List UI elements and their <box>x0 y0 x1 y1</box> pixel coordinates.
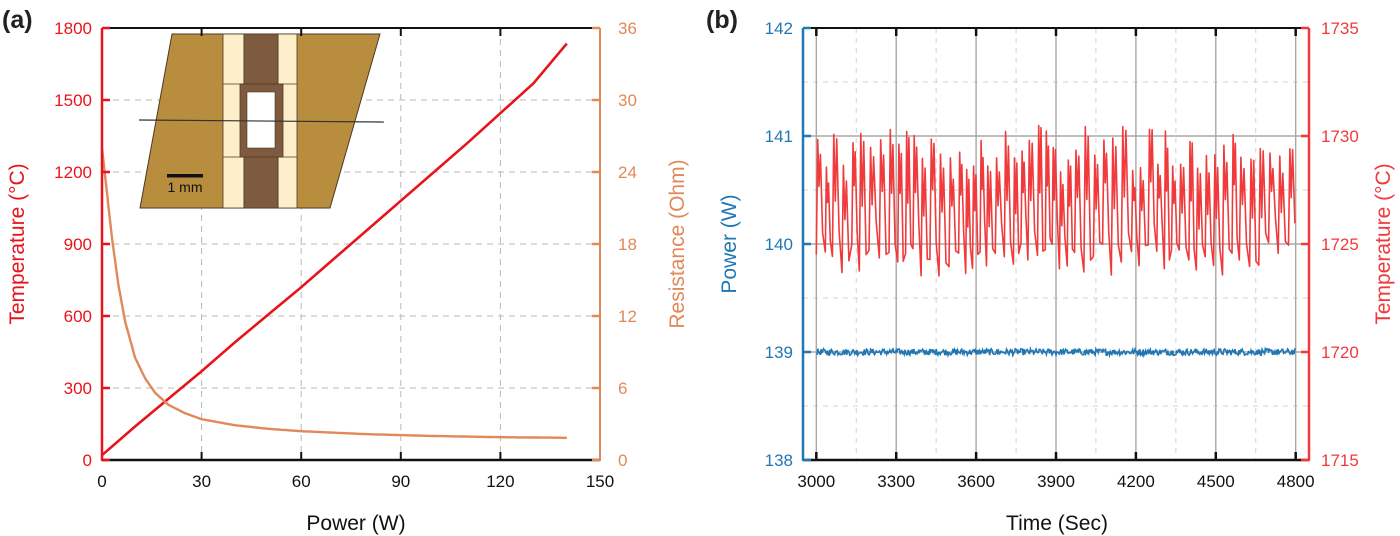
y-left-tick-label: 142 <box>765 19 793 38</box>
x-tick-label: 90 <box>391 472 410 491</box>
x-tick-label: 150 <box>586 472 614 491</box>
panel-a-label: (a) <box>2 6 33 34</box>
x-tick-label: 120 <box>486 472 514 491</box>
x-tick-label: 3300 <box>877 472 915 491</box>
y-left-tick-label: 600 <box>64 307 92 326</box>
scale-bar-label: 1 mm <box>168 179 203 195</box>
panel-a-x-axis-title: Power (W) <box>306 512 405 535</box>
x-tick-label: 3000 <box>797 472 835 491</box>
panel-b-label: (b) <box>706 6 738 34</box>
panel-b-axes: 3000 3300 3600 3900 4200 4500 4800 138 139 140 141… <box>765 19 1359 491</box>
y-right-tick-label: 1725 <box>1321 235 1359 254</box>
y-right-tick-label: 24 <box>618 163 637 182</box>
y-left-tick-label: 1500 <box>54 91 92 110</box>
y-left-tick-label: 1800 <box>54 19 92 38</box>
x-tick-label: 4200 <box>1117 472 1155 491</box>
y-right-tick-label: 18 <box>618 235 637 254</box>
x-tick-label: 60 <box>292 472 311 491</box>
panel-a-series <box>100 42 568 457</box>
y-left-tick-label: 300 <box>64 379 92 398</box>
x-tick-label: 4800 <box>1277 472 1315 491</box>
panel-a-axes: 0 30 60 90 120 150030060090012001500180006121… <box>54 19 637 491</box>
panel-b-x-axis-title: Time (Sec) <box>1006 512 1108 535</box>
y-left-tick-label: 138 <box>765 451 793 470</box>
y-left-tick-label: 140 <box>765 235 793 254</box>
inset-window <box>246 91 276 149</box>
inset-schematic: 1 mm <box>138 33 385 209</box>
series-line-resistance <box>100 147 567 439</box>
x-tick-label: 0 <box>97 472 106 491</box>
inset-thermocouple-wire <box>138 119 385 123</box>
y-right-tick-label: 0 <box>618 451 627 470</box>
panel-a-left-axis-title: Temperature (°C) <box>6 163 29 324</box>
scale-bar <box>167 174 203 178</box>
panel-b-right-axis-title: Temperature (°C) <box>1372 163 1395 324</box>
y-right-tick-label: 30 <box>618 91 637 110</box>
x-tick-label: 4500 <box>1197 472 1235 491</box>
y-right-tick-label: 1720 <box>1321 343 1359 362</box>
x-tick-label: 3900 <box>1037 472 1075 491</box>
panel-b-series <box>815 124 1296 359</box>
y-left-tick-label: 0 <box>83 451 92 470</box>
y-left-tick-label: 141 <box>765 127 793 146</box>
x-tick-label: 3600 <box>957 472 995 491</box>
series-line-temperature <box>815 124 1296 277</box>
y-right-tick-label: 6 <box>618 379 627 398</box>
y-right-tick-label: 36 <box>618 19 637 38</box>
x-tick-label: 30 <box>192 472 211 491</box>
panel-b: (b) 3000 3300 3600 3900 4200 4500 4800 138 139 14… <box>706 6 1395 535</box>
y-left-tick-label: 900 <box>64 235 92 254</box>
y-right-tick-label: 1735 <box>1321 19 1359 38</box>
panel-a-right-axis-title: Resistance (Ohm) <box>666 159 689 328</box>
series-line-temperature <box>101 42 568 457</box>
panel-b-left-axis-title: Power (W) <box>718 194 741 293</box>
y-right-tick-label: 1715 <box>1321 451 1359 470</box>
panel-a: (a) 1 mm 0 30 60 90 120 150030060090012001500… <box>2 6 689 535</box>
y-right-tick-label: 12 <box>618 307 637 326</box>
y-left-tick-label: 1200 <box>54 163 92 182</box>
y-left-tick-label: 139 <box>765 343 793 362</box>
y-right-tick-label: 1730 <box>1321 127 1359 146</box>
series-line-power <box>816 346 1296 359</box>
